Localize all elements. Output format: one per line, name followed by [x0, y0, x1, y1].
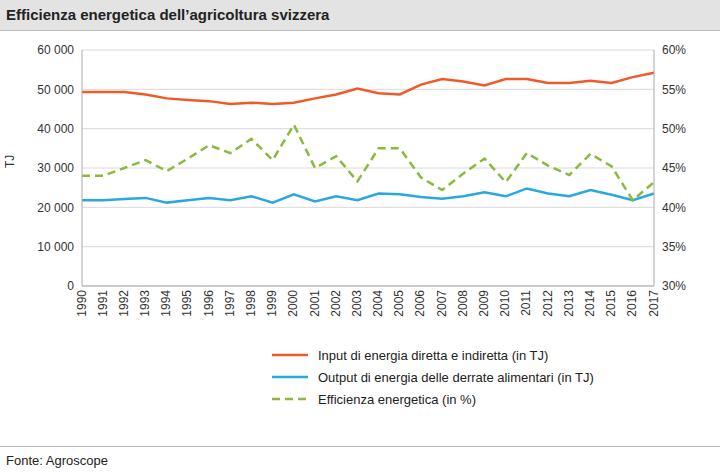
svg-text:2005: 2005 [392, 290, 406, 317]
svg-text:1994: 1994 [159, 290, 173, 317]
svg-text:60%: 60% [662, 43, 686, 57]
svg-text:20 000: 20 000 [37, 201, 74, 215]
svg-text:2003: 2003 [350, 290, 364, 317]
svg-text:60 000: 60 000 [37, 43, 74, 57]
svg-text:50%: 50% [662, 122, 686, 136]
svg-text:35%: 35% [662, 240, 686, 254]
html-text:Fonte: Agroscope: Fonte: Agroscope [6, 453, 108, 468]
svg-text:40 000: 40 000 [37, 122, 74, 136]
svg-text:1999: 1999 [265, 290, 279, 317]
svg-text:2007: 2007 [435, 290, 449, 317]
svg-text:TJ: TJ [8, 155, 17, 168]
svg-text:2017: 2017 [647, 290, 661, 317]
svg-text:10 000: 10 000 [37, 240, 74, 254]
svg-text:2012: 2012 [541, 290, 555, 317]
html-text:Input di energia diretta e ind: Input di energia diretta e indiretta (in… [318, 347, 549, 363]
svg-text:30 000: 30 000 [37, 161, 74, 175]
svg-text:2013: 2013 [562, 290, 576, 317]
svg-text:2006: 2006 [413, 290, 427, 317]
svg-text:1996: 1996 [202, 290, 216, 317]
svg-text:40%: 40% [662, 201, 686, 215]
svg-text:1992: 1992 [117, 290, 131, 317]
svg-text:2008: 2008 [456, 290, 470, 317]
svg-text:2015: 2015 [604, 290, 618, 317]
svg-text:2002: 2002 [329, 290, 343, 317]
svg-text:1991: 1991 [96, 290, 110, 317]
html-text:Output di energia delle derrat: Output di energia delle derrate alimenta… [318, 369, 594, 385]
svg-text:2010: 2010 [498, 290, 512, 317]
svg-text:2016: 2016 [625, 290, 639, 317]
svg-text:2011: 2011 [519, 290, 533, 316]
svg-text:45%: 45% [662, 161, 686, 175]
svg-text:1993: 1993 [138, 290, 152, 317]
svg-text:1995: 1995 [180, 290, 194, 317]
svg-text:30%: 30% [662, 279, 686, 293]
svg-text:0: 0 [67, 279, 74, 293]
html-text:Efficienza energetica (in %): Efficienza energetica (in %) [318, 391, 476, 407]
html-text:Efficienza energetica dell’agr: Efficienza energetica dell’agricoltura s… [6, 6, 330, 23]
svg-text:2004: 2004 [371, 290, 385, 317]
svg-text:1990: 1990 [75, 290, 89, 317]
svg-text:2009: 2009 [477, 290, 491, 317]
svg-text:1997: 1997 [223, 290, 237, 317]
svg-text:2000: 2000 [286, 290, 300, 317]
svg-text:1998: 1998 [244, 290, 258, 317]
svg-text:55%: 55% [662, 83, 686, 97]
svg-text:2001: 2001 [308, 290, 322, 317]
svg-text:50 000: 50 000 [37, 83, 74, 97]
svg-text:2014: 2014 [583, 290, 597, 317]
